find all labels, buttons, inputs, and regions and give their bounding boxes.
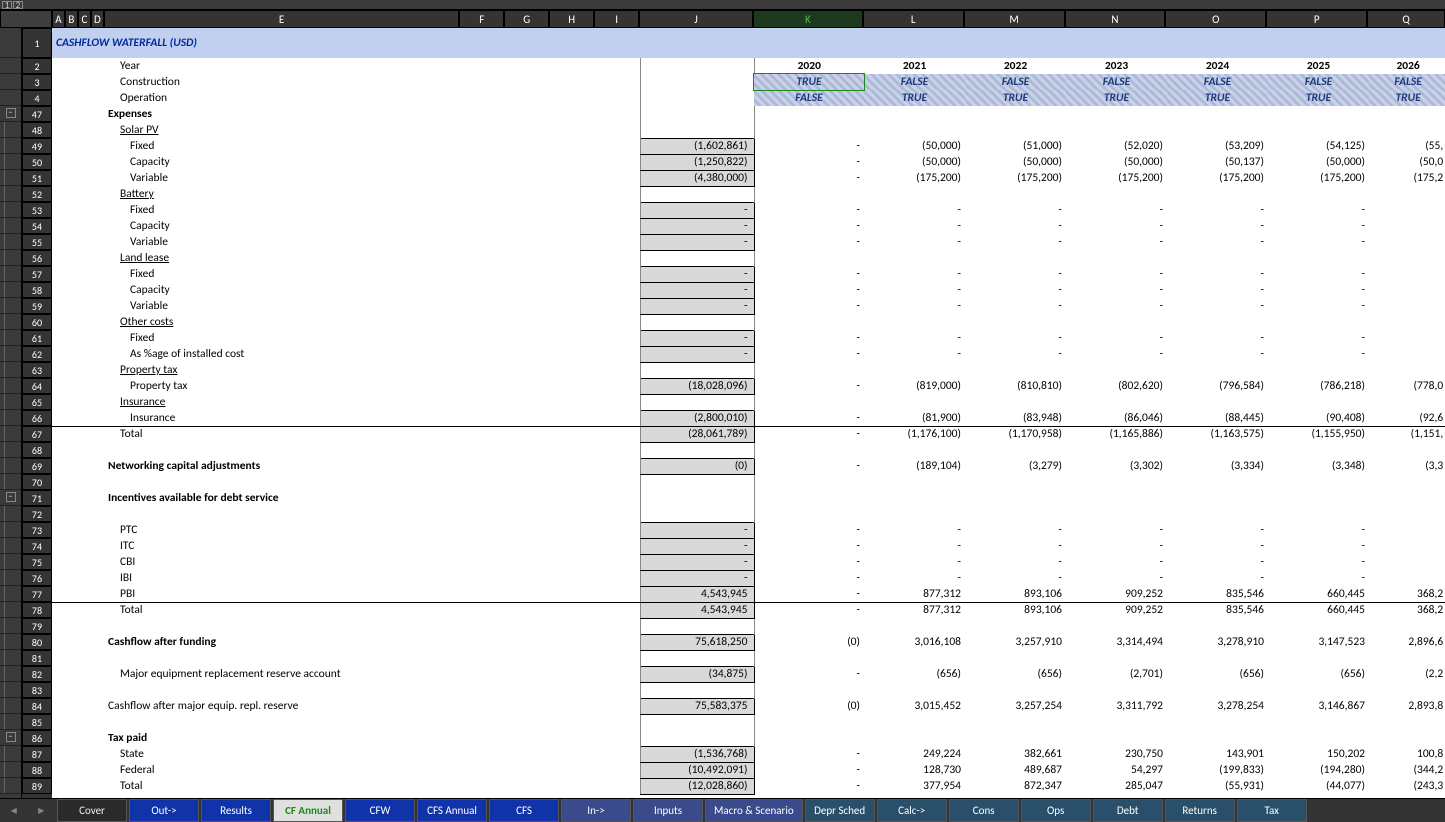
row-header[interactable]: 48 (22, 122, 52, 138)
row-header[interactable]: 68 (22, 442, 52, 458)
row-header[interactable]: 47 (22, 106, 52, 122)
row-header[interactable]: 56 (22, 250, 52, 266)
sheet-tab[interactable]: CFS Annual (417, 799, 487, 822)
row-header[interactable]: 52 (22, 186, 52, 202)
row-header[interactable]: 84 (22, 698, 52, 714)
row-header[interactable]: 55 (22, 234, 52, 250)
row-header[interactable]: 58 (22, 282, 52, 298)
row-header[interactable]: 54 (22, 218, 52, 234)
column-headers: ABCDEFGHIJKLMNOPQ (0, 10, 1445, 28)
row-header[interactable]: 62 (22, 346, 52, 362)
tab-nav: ◂ ▸ (0, 799, 55, 822)
col-header-A[interactable]: A (52, 10, 65, 28)
row-header[interactable]: 82 (22, 666, 52, 682)
outline-collapse-icon[interactable]: − (6, 108, 16, 118)
col-header-H[interactable]: H (549, 10, 594, 28)
cells-area[interactable]: CASHFLOW WATERFALL (USD)Year202020212022… (52, 28, 1445, 798)
sheet-tab[interactable]: Macro & Scenario (705, 799, 803, 822)
sheet-tab[interactable]: Cons (949, 799, 1019, 822)
row-header[interactable]: 65 (22, 394, 52, 410)
row-header[interactable]: 2 (22, 58, 52, 74)
row-header[interactable]: 70 (22, 474, 52, 490)
row-header[interactable]: 71 (22, 490, 52, 506)
row-header[interactable]: 87 (22, 746, 52, 762)
col-header-P[interactable]: P (1266, 10, 1367, 28)
grid: − − − 123447484950515253545556575859606162… (0, 28, 1445, 798)
row-header[interactable]: 75 (22, 554, 52, 570)
sheet-tab[interactable]: Returns (1165, 799, 1235, 822)
row-header[interactable]: 50 (22, 154, 52, 170)
sheet-tab[interactable]: Cover (57, 799, 127, 822)
sheet-table: CASHFLOW WATERFALL (USD)Year202020212022… (52, 28, 1445, 795)
row-header[interactable]: 63 (22, 362, 52, 378)
row-header[interactable]: 66 (22, 410, 52, 426)
row-header[interactable]: 76 (22, 570, 52, 586)
col-header-C[interactable]: C (78, 10, 91, 28)
col-header-N[interactable]: N (1065, 10, 1166, 28)
sheet-tab[interactable]: CF Annual (273, 799, 343, 822)
row-header[interactable]: 79 (22, 618, 52, 634)
outline-level-controls: 1 2 (0, 0, 1445, 10)
col-header-E[interactable]: E (104, 10, 460, 28)
sheet-tab[interactable]: In-> (561, 799, 631, 822)
sheet-tab[interactable]: CFS (489, 799, 559, 822)
row-headers: 1234474849505152535455565758596061626364… (22, 28, 52, 798)
col-header-J[interactable]: J (639, 10, 753, 28)
outline-collapse-icon[interactable]: − (6, 492, 16, 502)
sheet-tabs: ◂ ▸ CoverOut->ResultsCF AnnualCFWCFS Ann… (0, 798, 1445, 822)
row-header[interactable]: 57 (22, 266, 52, 282)
row-header[interactable]: 49 (22, 138, 52, 154)
tab-next-icon[interactable]: ▸ (38, 803, 44, 818)
sheet-tab[interactable]: Calc-> (877, 799, 947, 822)
row-header[interactable]: 60 (22, 314, 52, 330)
col-header-Q[interactable]: Q (1367, 10, 1445, 28)
col-header-M[interactable]: M (964, 10, 1065, 28)
row-header[interactable]: 86 (22, 730, 52, 746)
row-header[interactable]: 61 (22, 330, 52, 346)
row-header[interactable]: 80 (22, 634, 52, 650)
col-header-K[interactable]: K (753, 10, 863, 28)
sheet-tab[interactable]: Ops (1021, 799, 1091, 822)
row-header[interactable]: 1 (22, 28, 52, 58)
outline-level-1[interactable]: 1 (2, 1, 12, 9)
sheet-tab[interactable]: Out-> (129, 799, 199, 822)
sheet-tab[interactable]: Depr Sched (805, 799, 875, 822)
spreadsheet-app: 1 2 ABCDEFGHIJKLMNOPQ −−− 12344748495051… (0, 0, 1445, 822)
row-header[interactable]: 88 (22, 762, 52, 778)
sheet-tab[interactable]: Debt (1093, 799, 1163, 822)
row-header[interactable]: 67 (22, 426, 52, 442)
sheet-tab[interactable]: Tax (1237, 799, 1307, 822)
row-header[interactable]: 89 (22, 778, 52, 794)
row-header[interactable]: 83 (22, 682, 52, 698)
sheet-tab[interactable]: Inputs (633, 799, 703, 822)
row-header[interactable]: 3 (22, 74, 52, 90)
sheet-tab[interactable]: Results (201, 799, 271, 822)
col-header-G[interactable]: G (504, 10, 549, 28)
row-header[interactable]: 4 (22, 90, 52, 106)
sheet-tab[interactable]: CFW (345, 799, 415, 822)
row-header[interactable]: 77 (22, 586, 52, 602)
row-header[interactable]: 72 (22, 506, 52, 522)
row-header[interactable]: 64 (22, 378, 52, 394)
col-header-B[interactable]: B (65, 10, 78, 28)
select-all-corner[interactable] (0, 10, 52, 28)
tab-first-icon[interactable]: ◂ (11, 803, 17, 818)
row-header[interactable]: 59 (22, 298, 52, 314)
row-header[interactable]: 73 (22, 522, 52, 538)
row-header[interactable]: 69 (22, 458, 52, 474)
outline-gutter: − − − (0, 28, 22, 798)
col-header-O[interactable]: O (1165, 10, 1266, 28)
outline-level-2[interactable]: 2 (13, 1, 23, 9)
row-header[interactable]: 53 (22, 202, 52, 218)
col-header-L[interactable]: L (863, 10, 964, 28)
row-header[interactable]: 85 (22, 714, 52, 730)
row-header[interactable]: 74 (22, 538, 52, 554)
row-header[interactable]: 78 (22, 602, 52, 618)
outline-collapse-icon[interactable]: − (6, 732, 16, 742)
row-header[interactable]: 81 (22, 650, 52, 666)
col-header-D[interactable]: D (91, 10, 104, 28)
col-header-I[interactable]: I (594, 10, 639, 28)
row-header[interactable]: 51 (22, 170, 52, 186)
col-header-F[interactable]: F (459, 10, 504, 28)
